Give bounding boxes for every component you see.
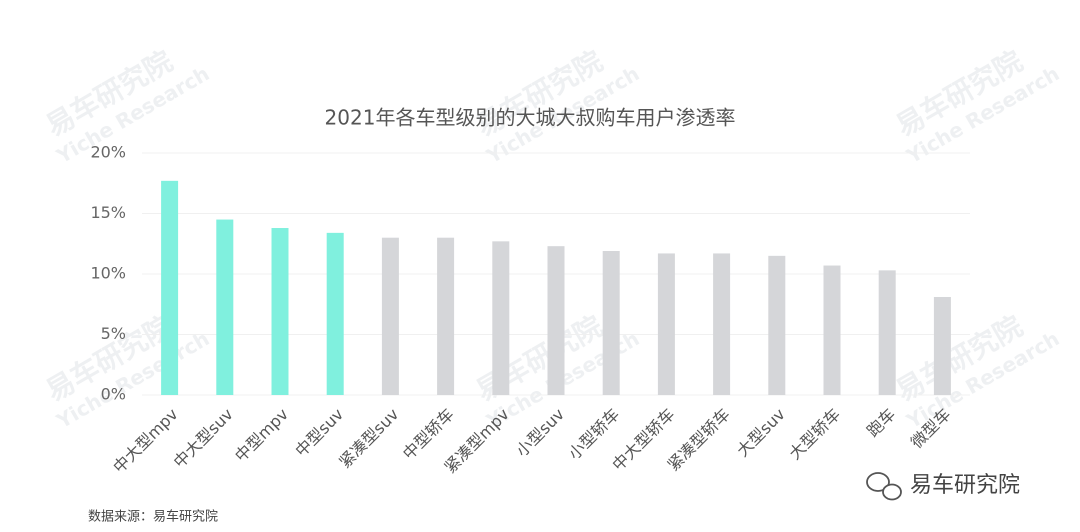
y-tick-label: 10% xyxy=(90,264,126,283)
y-tick-label: 0% xyxy=(101,385,126,404)
y-tick-label: 15% xyxy=(90,203,126,222)
bar xyxy=(216,219,234,395)
bar xyxy=(933,296,951,395)
bar xyxy=(326,232,344,395)
y-tick-label: 20% xyxy=(90,143,126,162)
logo-text: 易车研究院 xyxy=(910,473,1020,498)
x-tick-label: 中大型suv xyxy=(170,405,237,472)
bar xyxy=(271,228,289,395)
bar xyxy=(878,270,896,395)
x-tick-label: 紧凑型suv xyxy=(335,405,402,472)
bar xyxy=(713,253,731,395)
chart-title: 2021年各车型级别的大城大叔购车用户渗透率 xyxy=(325,106,736,130)
x-tick-label: 中型mpv xyxy=(231,405,292,466)
bar xyxy=(161,180,179,395)
y-tick-label: 5% xyxy=(101,324,126,343)
bar xyxy=(602,251,620,395)
bar xyxy=(492,241,510,395)
x-tick-label: 大型suv xyxy=(733,405,789,461)
bar xyxy=(657,253,675,395)
x-tick-label: 中大型mpv xyxy=(109,405,181,477)
wechat-icon xyxy=(866,472,902,501)
bar xyxy=(437,237,455,395)
bar xyxy=(823,265,841,395)
source: 数据来源：易车研究院 xyxy=(88,509,218,525)
bar xyxy=(381,237,399,395)
x-tick-label: 大型轿车 xyxy=(785,405,844,464)
bar xyxy=(768,255,786,395)
x-tick-label: 中型suv xyxy=(291,405,347,461)
bar xyxy=(547,246,565,395)
x-tick-label: 跑车 xyxy=(863,405,899,441)
